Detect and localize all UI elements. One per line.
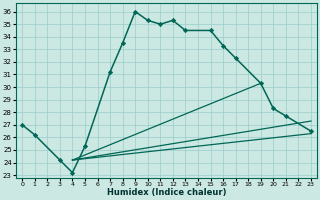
X-axis label: Humidex (Indice chaleur): Humidex (Indice chaleur) [107,188,226,197]
